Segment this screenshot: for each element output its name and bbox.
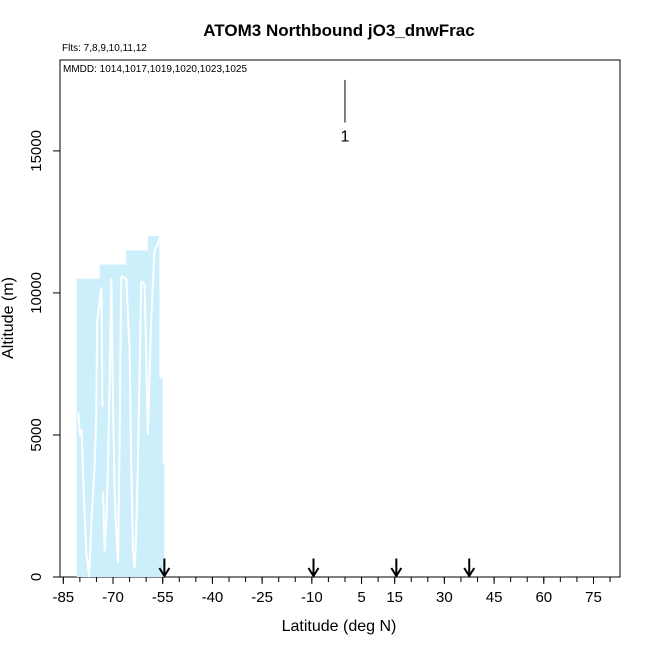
arrow-marker-1 xyxy=(158,558,171,578)
x-tick-label: 60 xyxy=(535,589,552,606)
arrow-marker-2 xyxy=(307,558,320,578)
y-tick-label: 5000 xyxy=(28,418,45,451)
plot-layer: 1 xyxy=(76,79,476,578)
profile-line-2 xyxy=(102,275,123,563)
arrow-marker-3 xyxy=(390,558,403,578)
x-tick-label: 5 xyxy=(357,589,365,606)
profile-line-1 xyxy=(77,287,104,578)
x-tick-label: -10 xyxy=(301,589,323,606)
x-tick-label: -40 xyxy=(202,589,224,606)
y-axis-label: Altitude (m) xyxy=(0,277,17,359)
profile-line-4 xyxy=(140,233,164,435)
x-axis: -85 -70 -55 -40 -25 -10 5 15 30 45 60 75 xyxy=(52,577,611,606)
x-tick-label: -85 xyxy=(52,589,74,606)
x-tick-label: -25 xyxy=(251,589,273,606)
x-tick-label: -55 xyxy=(152,589,174,606)
y-tick-label: 0 xyxy=(28,573,45,581)
x-tick-label: 15 xyxy=(386,589,403,606)
y-tick-label: 10000 xyxy=(28,272,45,314)
scale-bar-label: 1 xyxy=(341,128,350,145)
x-tick-label: 30 xyxy=(436,589,453,606)
y-tick-label: 15000 xyxy=(28,130,45,172)
dates-note: MMDD: 1014,1017,1019,1020,1023,1025 xyxy=(63,64,247,75)
chart-title: ATOM3 Northbound jO3_dnwFrac xyxy=(203,21,474,40)
x-tick-label: 45 xyxy=(486,589,503,606)
arrow-marker-4 xyxy=(463,558,476,578)
profile-line-3 xyxy=(120,275,143,569)
x-axis-label: Latitude (deg N) xyxy=(282,618,397,635)
x-tick-label: 75 xyxy=(585,589,602,606)
x-tick-label: -70 xyxy=(102,589,124,606)
plot-frame xyxy=(59,59,621,578)
flights-note: Flts: 7,8,9,10,11,12 xyxy=(62,43,147,54)
y-axis: 0 5000 10000 15000 xyxy=(28,130,60,581)
